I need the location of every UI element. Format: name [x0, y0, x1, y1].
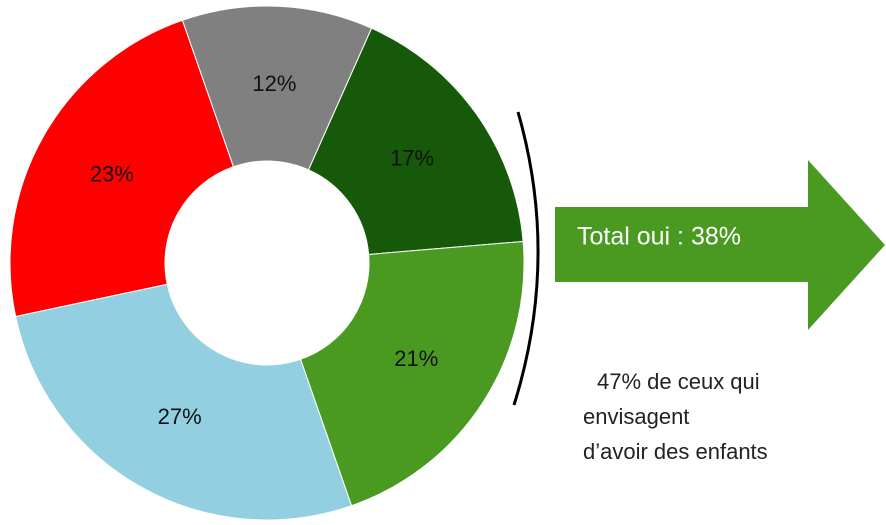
data-label: 23% [90, 161, 134, 186]
note-line: envisagent [583, 404, 689, 429]
bracket [512, 111, 540, 406]
note-line: 47% de ceux qui [597, 369, 760, 394]
donut-segment [299, 240, 525, 507]
callout-text: Total oui : 38% [577, 223, 741, 251]
donut-segment [15, 283, 353, 521]
data-label: 27% [158, 404, 202, 429]
callout-arrow [555, 160, 885, 330]
donut-segment [307, 27, 524, 256]
note-line: d’avoir des enfants [583, 439, 768, 464]
donut-segment [181, 5, 373, 171]
data-label: 21% [394, 346, 438, 371]
data-label: 17% [390, 146, 434, 171]
data-label: 12% [252, 71, 296, 96]
donut-segment [9, 19, 235, 318]
